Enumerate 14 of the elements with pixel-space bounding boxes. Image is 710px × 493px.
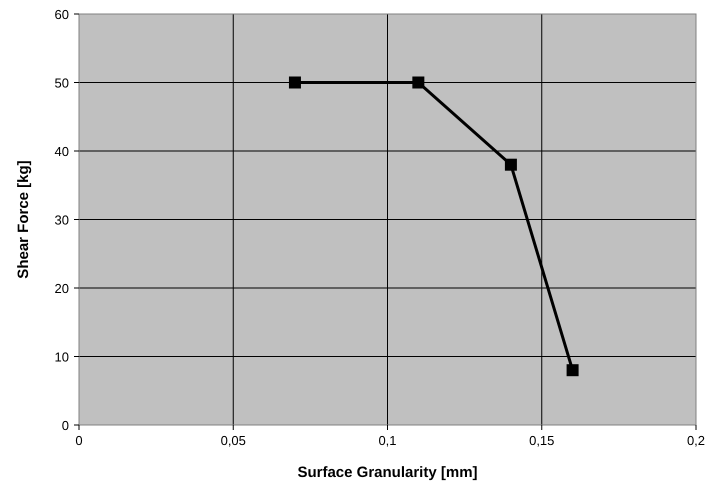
y-tick-label: 50 <box>54 76 69 90</box>
y-axis-title: Shear Force [kg] <box>15 160 32 279</box>
x-tick-label: 0,05 <box>220 433 246 448</box>
y-tick-label: 20 <box>54 281 69 296</box>
x-tick-label: 0,15 <box>529 433 554 448</box>
x-tick-label: 0 <box>75 433 83 448</box>
y-tick-label: 30 <box>54 212 69 228</box>
y-tick-label: 0 <box>62 418 69 433</box>
y-tick-label: 40 <box>54 144 69 159</box>
x-tick-label: 0,1 <box>378 433 397 448</box>
x-axis-title: Surface Granularity [mm] <box>297 464 478 481</box>
y-tick-label: 10 <box>54 350 69 364</box>
x-tick-label: 0,2 <box>686 433 706 448</box>
y-tick-label: 60 <box>54 7 69 22</box>
